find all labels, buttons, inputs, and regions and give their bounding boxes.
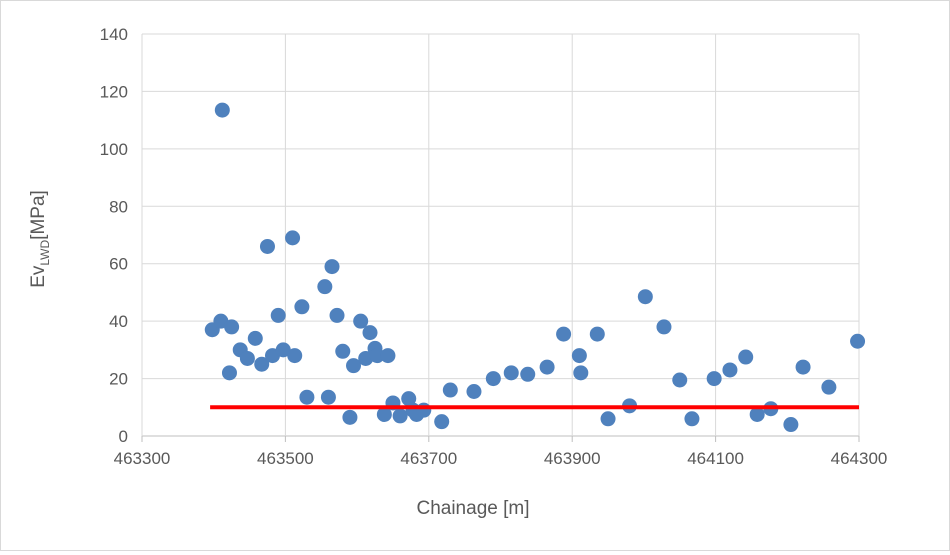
data-point xyxy=(672,372,688,388)
data-point xyxy=(783,417,799,433)
data-point xyxy=(224,319,240,335)
x-axis-title: Chainage [m] xyxy=(416,498,529,519)
data-point xyxy=(358,350,374,366)
y-axis-title-unit: [MPa] xyxy=(28,190,49,240)
data-point xyxy=(392,408,408,424)
x-tick-labels: 463300 463500 463700 463900 464100 464300 xyxy=(114,449,888,468)
data-points xyxy=(204,102,866,433)
data-point xyxy=(353,313,369,329)
y-axis-title-main: Ev xyxy=(28,265,49,288)
y-tick-label: 40 xyxy=(109,312,128,331)
data-point xyxy=(299,389,315,405)
data-point xyxy=(434,414,450,430)
data-point xyxy=(247,330,263,346)
y-tick-label: 100 xyxy=(100,140,128,159)
y-tick-label: 140 xyxy=(100,25,128,44)
x-tick-label: 463700 xyxy=(400,449,457,468)
data-point xyxy=(346,358,362,374)
data-point xyxy=(722,362,738,378)
data-point xyxy=(485,371,501,387)
data-point xyxy=(738,349,754,365)
data-point xyxy=(214,102,230,118)
data-point xyxy=(573,365,589,381)
y-axis-title-subscript: LWD xyxy=(38,240,52,266)
y-tick-labels: 0 20 40 60 80 100 120 140 xyxy=(100,25,128,446)
data-point xyxy=(254,356,270,372)
data-point xyxy=(442,382,458,398)
y-tick-label: 120 xyxy=(100,82,128,101)
data-point xyxy=(401,391,417,407)
data-point xyxy=(376,406,392,422)
data-point xyxy=(369,348,385,364)
data-point xyxy=(466,383,482,399)
data-point xyxy=(749,406,765,422)
data-point xyxy=(239,350,255,366)
data-point xyxy=(600,411,616,427)
data-point xyxy=(221,365,237,381)
data-point xyxy=(270,307,286,323)
data-point xyxy=(539,359,555,375)
data-point xyxy=(795,359,811,375)
x-tick-label: 463900 xyxy=(544,449,601,468)
y-tick-label: 20 xyxy=(109,370,128,389)
data-point xyxy=(329,307,345,323)
data-point xyxy=(821,379,837,395)
data-point xyxy=(362,325,378,341)
y-tick-label: 0 xyxy=(119,427,128,446)
data-point xyxy=(416,402,432,418)
x-tick-label: 463500 xyxy=(257,449,314,468)
data-point xyxy=(285,230,301,246)
data-point xyxy=(335,343,351,359)
data-point xyxy=(656,319,672,335)
data-point xyxy=(556,326,572,342)
x-tick-label: 464100 xyxy=(687,449,744,468)
data-point xyxy=(317,279,333,295)
data-point xyxy=(589,326,605,342)
y-axis-title: EvLWD[MPa] xyxy=(28,190,52,288)
x-tick-label: 464300 xyxy=(831,449,888,468)
data-point xyxy=(520,366,536,382)
data-point xyxy=(637,289,653,305)
data-point xyxy=(706,371,722,387)
data-point xyxy=(287,348,303,364)
y-tick-label: 80 xyxy=(109,197,128,216)
data-point xyxy=(294,299,310,315)
data-point xyxy=(342,409,358,425)
data-point xyxy=(684,411,700,427)
data-point xyxy=(850,333,866,349)
data-point xyxy=(380,348,396,364)
data-point xyxy=(571,348,587,364)
grid-layer xyxy=(141,33,860,442)
y-tick-label: 60 xyxy=(109,255,128,274)
data-point xyxy=(503,365,519,381)
data-point xyxy=(324,259,340,275)
x-tick-label: 463300 xyxy=(114,449,171,468)
data-point xyxy=(275,342,291,358)
data-point xyxy=(259,238,275,254)
data-point xyxy=(320,389,336,405)
